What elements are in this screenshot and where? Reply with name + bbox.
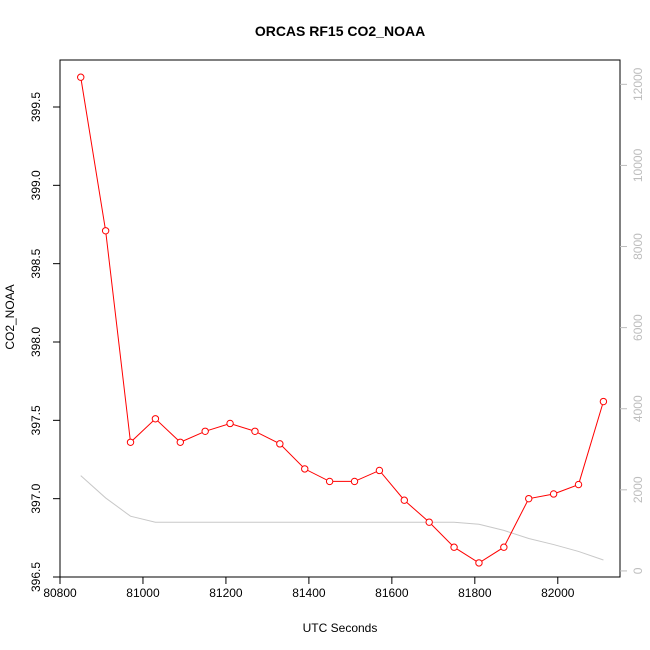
co2-data-point xyxy=(599,397,608,406)
co2-data-point xyxy=(226,419,234,428)
co2-data-point xyxy=(151,415,160,423)
co2-data-point xyxy=(549,490,558,498)
co2-series-line xyxy=(80,77,604,564)
y-tick-label: 398.5 xyxy=(29,248,43,278)
x-axis: 80800 81000 81200 81400 81600 81800 82000 xyxy=(43,577,575,600)
co2-data-point xyxy=(201,427,209,435)
co2-data-point xyxy=(251,427,259,435)
co2-data-point xyxy=(301,465,309,473)
co2-data-point xyxy=(425,518,433,526)
series-layer xyxy=(77,73,608,567)
x-tick-label: 80800 xyxy=(43,586,77,600)
y-tick-label: 397.0 xyxy=(29,483,43,513)
co2-data-point xyxy=(176,438,184,446)
y-axis-label: CO2_NOAA xyxy=(3,284,17,349)
x-tick-label: 81200 xyxy=(209,586,243,600)
secondary-series-line xyxy=(80,475,604,561)
y-tick-label: 396.5 xyxy=(29,562,43,592)
right-y-tick-label: 4000 xyxy=(631,395,645,422)
co2-data-point xyxy=(375,466,384,475)
right-y-tick-label: 8000 xyxy=(631,233,645,260)
x-axis-label: UTC Seconds xyxy=(303,621,378,635)
right-y-tick-label: 0 xyxy=(631,567,645,574)
co2-data-point xyxy=(350,477,359,486)
x-tick-label: 81800 xyxy=(458,586,492,600)
plot-frame xyxy=(59,59,621,578)
co2-data-point xyxy=(276,440,284,448)
y-tick-label: 399.5 xyxy=(29,92,43,122)
x-tick-label: 81400 xyxy=(292,586,326,600)
right-y-tick-label: 6000 xyxy=(631,314,645,341)
x-tick-label: 82000 xyxy=(541,586,575,600)
co2-data-point xyxy=(400,496,408,504)
y-axis: 396.5 397.0 397.5 398.0 398.5 399.0 399.5 xyxy=(29,92,60,592)
co2-data-point xyxy=(450,543,458,551)
right-y-tick-label: 2000 xyxy=(631,476,645,503)
co2-data-point xyxy=(525,494,533,503)
co2-data-point xyxy=(475,559,483,567)
x-tick-label: 81000 xyxy=(126,586,160,600)
y-tick-label: 398.0 xyxy=(29,327,43,357)
y-tick-label: 397.5 xyxy=(29,405,43,435)
y-tick-label: 399.0 xyxy=(29,170,43,200)
co2-data-point xyxy=(101,227,110,235)
co2-data-point xyxy=(500,543,508,551)
right-y-tick-label: 10000 xyxy=(631,148,645,182)
right-y-tick-label: 12000 xyxy=(631,67,645,101)
co2-data-point xyxy=(126,438,135,446)
x-tick-label: 81600 xyxy=(375,586,409,600)
chart-title: ORCAS RF15 CO2_NOAA xyxy=(255,23,425,39)
right-y-axis: 0 2000 4000 6000 8000 10000 12000 xyxy=(620,67,645,574)
co2-data-point xyxy=(77,73,85,81)
co2-data-point xyxy=(574,480,583,489)
co2-data-point xyxy=(325,477,334,486)
